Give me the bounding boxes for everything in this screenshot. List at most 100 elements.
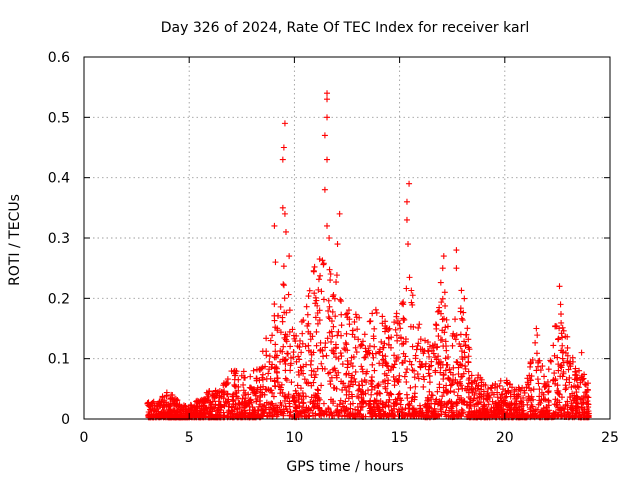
- data-point: [581, 371, 588, 378]
- data-point: [355, 407, 362, 414]
- data-point: [352, 368, 359, 375]
- data-point: [511, 393, 518, 400]
- data-point: [465, 336, 472, 343]
- data-point: [345, 307, 352, 314]
- data-point: [318, 382, 325, 389]
- data-point: [492, 380, 499, 387]
- data-point: [560, 368, 567, 375]
- data-point: [298, 349, 305, 356]
- data-point: [500, 398, 507, 405]
- data-point: [318, 288, 325, 295]
- data-point: [282, 375, 289, 382]
- data-point: [293, 332, 300, 339]
- data-point: [200, 410, 207, 417]
- data-point: [337, 296, 344, 303]
- data-point: [345, 370, 352, 377]
- data-point: [259, 406, 266, 413]
- data-point: [301, 376, 308, 383]
- data-point: [508, 401, 515, 408]
- data-point: [258, 389, 265, 396]
- data-point: [552, 323, 559, 330]
- data-point: [564, 398, 571, 405]
- data-point: [321, 132, 328, 139]
- data-point: [558, 319, 565, 326]
- data-point: [434, 401, 441, 408]
- data-point: [267, 401, 274, 408]
- data-point: [310, 404, 317, 411]
- data-point: [345, 382, 352, 389]
- data-point: [360, 391, 367, 398]
- data-point: [524, 401, 531, 408]
- data-point: [349, 363, 356, 370]
- data-point: [461, 295, 468, 302]
- data-point: [313, 342, 320, 349]
- data-point: [241, 398, 248, 405]
- data-point: [566, 374, 573, 381]
- data-point: [328, 374, 335, 381]
- data-point: [235, 400, 242, 407]
- data-point: [325, 297, 332, 304]
- data-point: [229, 398, 236, 405]
- data-point: [326, 303, 333, 310]
- chart-title: Day 326 of 2024, Rate Of TEC Index for r…: [161, 20, 529, 36]
- data-point: [458, 315, 465, 322]
- data-point: [580, 393, 587, 400]
- data-point: [339, 403, 346, 410]
- data-point: [344, 361, 351, 368]
- data-point: [584, 380, 591, 387]
- data-point: [247, 373, 254, 380]
- data-point: [442, 324, 449, 331]
- data-point: [494, 389, 501, 396]
- data-point: [340, 380, 347, 387]
- data-point: [328, 338, 335, 345]
- data-point: [289, 394, 296, 401]
- data-point: [391, 319, 398, 326]
- data-point: [461, 338, 468, 345]
- data-point: [408, 287, 415, 294]
- data-point: [360, 398, 367, 405]
- data-point: [242, 410, 249, 417]
- data-point: [472, 385, 479, 392]
- data-point: [267, 409, 274, 416]
- data-point: [316, 411, 323, 418]
- data-point: [294, 382, 301, 389]
- data-point: [225, 403, 232, 410]
- data-point: [489, 398, 496, 405]
- data-point: [530, 396, 537, 403]
- data-point: [257, 392, 264, 399]
- data-point: [293, 358, 300, 365]
- data-point: [299, 330, 306, 337]
- data-point: [365, 402, 372, 409]
- data-point: [288, 379, 295, 386]
- data-point: [462, 363, 469, 370]
- data-point: [322, 344, 329, 351]
- data-point: [532, 410, 539, 417]
- data-point: [538, 396, 545, 403]
- data-point: [484, 406, 491, 413]
- data-point: [509, 384, 516, 391]
- data-point: [375, 381, 382, 388]
- data-point: [231, 381, 238, 388]
- data-point: [477, 374, 484, 381]
- data-point: [507, 410, 514, 417]
- data-point: [543, 409, 550, 416]
- data-point: [331, 350, 338, 357]
- data-point: [367, 318, 374, 325]
- data-point: [341, 345, 348, 352]
- data-point: [399, 341, 406, 348]
- data-point: [404, 395, 411, 402]
- data-point: [439, 295, 446, 302]
- data-point: [401, 413, 408, 420]
- data-point: [521, 389, 528, 396]
- data-point: [478, 386, 485, 393]
- data-point: [333, 272, 340, 279]
- data-point: [579, 410, 586, 417]
- data-point: [443, 413, 450, 420]
- data-point: [399, 300, 406, 307]
- data-point: [338, 407, 345, 414]
- data-point: [373, 391, 380, 398]
- data-point: [277, 358, 284, 365]
- data-point: [436, 304, 443, 311]
- data-point: [376, 348, 383, 355]
- data-point: [554, 382, 561, 389]
